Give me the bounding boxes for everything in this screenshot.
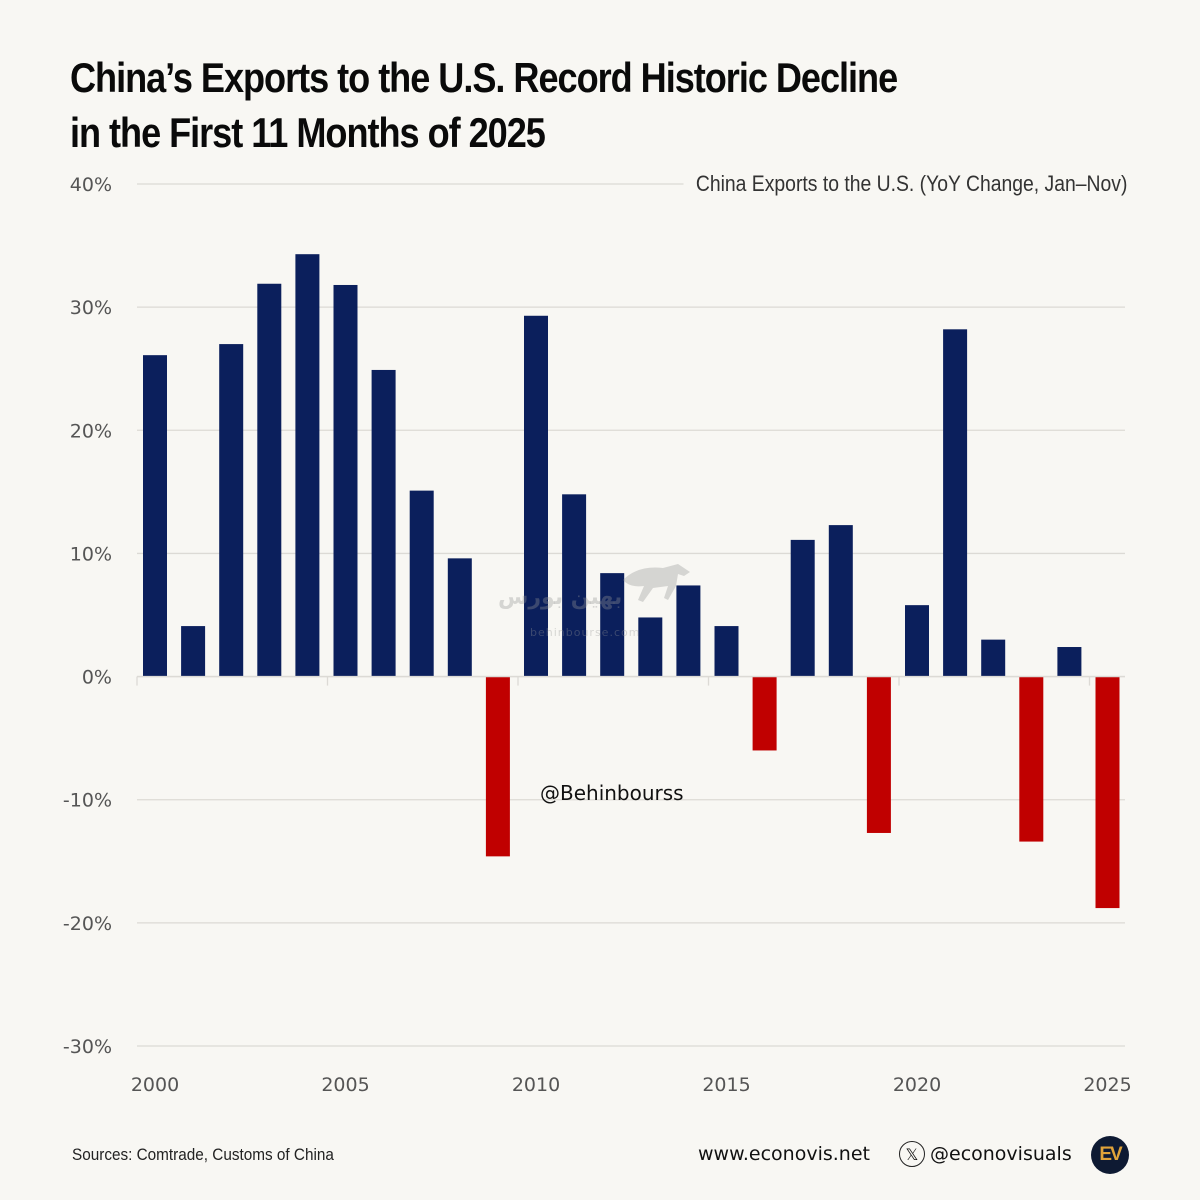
y-tick-label: -10% xyxy=(63,790,112,812)
y-tick-label: -20% xyxy=(63,913,112,935)
bar-2025 xyxy=(1095,676,1120,909)
bar-2007 xyxy=(409,490,434,677)
bar-2012 xyxy=(600,573,625,677)
bar-2009 xyxy=(485,676,510,857)
x-axis: 2000 2005 2010 2015 2020 2025 xyxy=(131,675,1132,1096)
bar-2024 xyxy=(1057,647,1082,677)
bull-icon xyxy=(623,564,690,602)
bar-2017 xyxy=(790,539,815,677)
gridlines xyxy=(137,183,1125,1047)
bar-2002 xyxy=(219,344,244,677)
x-logo-icon: 𝕏 xyxy=(899,1141,925,1167)
watermark-logo-text: بهین بورس xyxy=(498,585,623,610)
watermark-url: behinbourse.com xyxy=(530,626,641,639)
bar-2014 xyxy=(676,585,701,677)
bar-2006 xyxy=(371,369,396,677)
y-tick-label: 10% xyxy=(70,543,112,565)
bar-2005 xyxy=(333,284,358,677)
chart-subtitle: China Exports to the U.S. (YoY Change, J… xyxy=(683,171,1127,197)
bar-2011 xyxy=(562,494,587,677)
bar-2015 xyxy=(714,626,739,677)
y-tick-label: 0% xyxy=(82,667,112,689)
x-tick-label: 2015 xyxy=(702,1074,750,1096)
watermark-handle: @Behinbourss xyxy=(540,781,684,805)
x-tick-label: 2010 xyxy=(512,1074,560,1096)
title-line-1: China’s Exports to the U.S. Record Histo… xyxy=(70,54,898,101)
bar-2016 xyxy=(752,676,777,751)
ev-logo-icon: EV xyxy=(1091,1136,1129,1174)
title-line-2: in the First 11 Months of 2025 xyxy=(70,109,546,156)
x-tick-label: 2020 xyxy=(893,1074,941,1096)
website-link[interactable]: www.econovis.net xyxy=(698,1143,870,1165)
bar-2021 xyxy=(943,329,968,677)
bar-2000 xyxy=(143,355,167,677)
y-axis-labels: 40% 30% 20% 10% 0% -10% -20% -30% xyxy=(63,174,112,1058)
bar-2018 xyxy=(828,525,853,677)
bar-2022 xyxy=(981,639,1006,677)
bar-2019 xyxy=(866,676,891,833)
x-tick-label: 2000 xyxy=(131,1074,179,1096)
x-tick-label: 2005 xyxy=(321,1074,369,1096)
bar-2010 xyxy=(524,315,548,677)
y-tick-label: 20% xyxy=(70,420,112,442)
bar-2023 xyxy=(1019,676,1044,842)
chart-title: China’s Exports to the U.S. Record Histo… xyxy=(70,50,930,160)
y-tick-label: 40% xyxy=(70,174,112,196)
bar-2008 xyxy=(447,558,472,677)
x-handle-link[interactable]: @econovisuals xyxy=(930,1143,1072,1165)
bar-2020 xyxy=(905,605,929,677)
bar-2004 xyxy=(295,254,320,677)
sources-note: Sources: Comtrade, Customs of China xyxy=(72,1145,334,1164)
bars xyxy=(143,254,1120,909)
bar-2013 xyxy=(638,617,663,677)
x-tick-label: 2025 xyxy=(1083,1074,1131,1096)
y-tick-label: 30% xyxy=(70,297,112,319)
bar-2003 xyxy=(257,283,282,677)
bar-2001 xyxy=(181,626,206,677)
y-tick-label: -30% xyxy=(63,1036,112,1058)
